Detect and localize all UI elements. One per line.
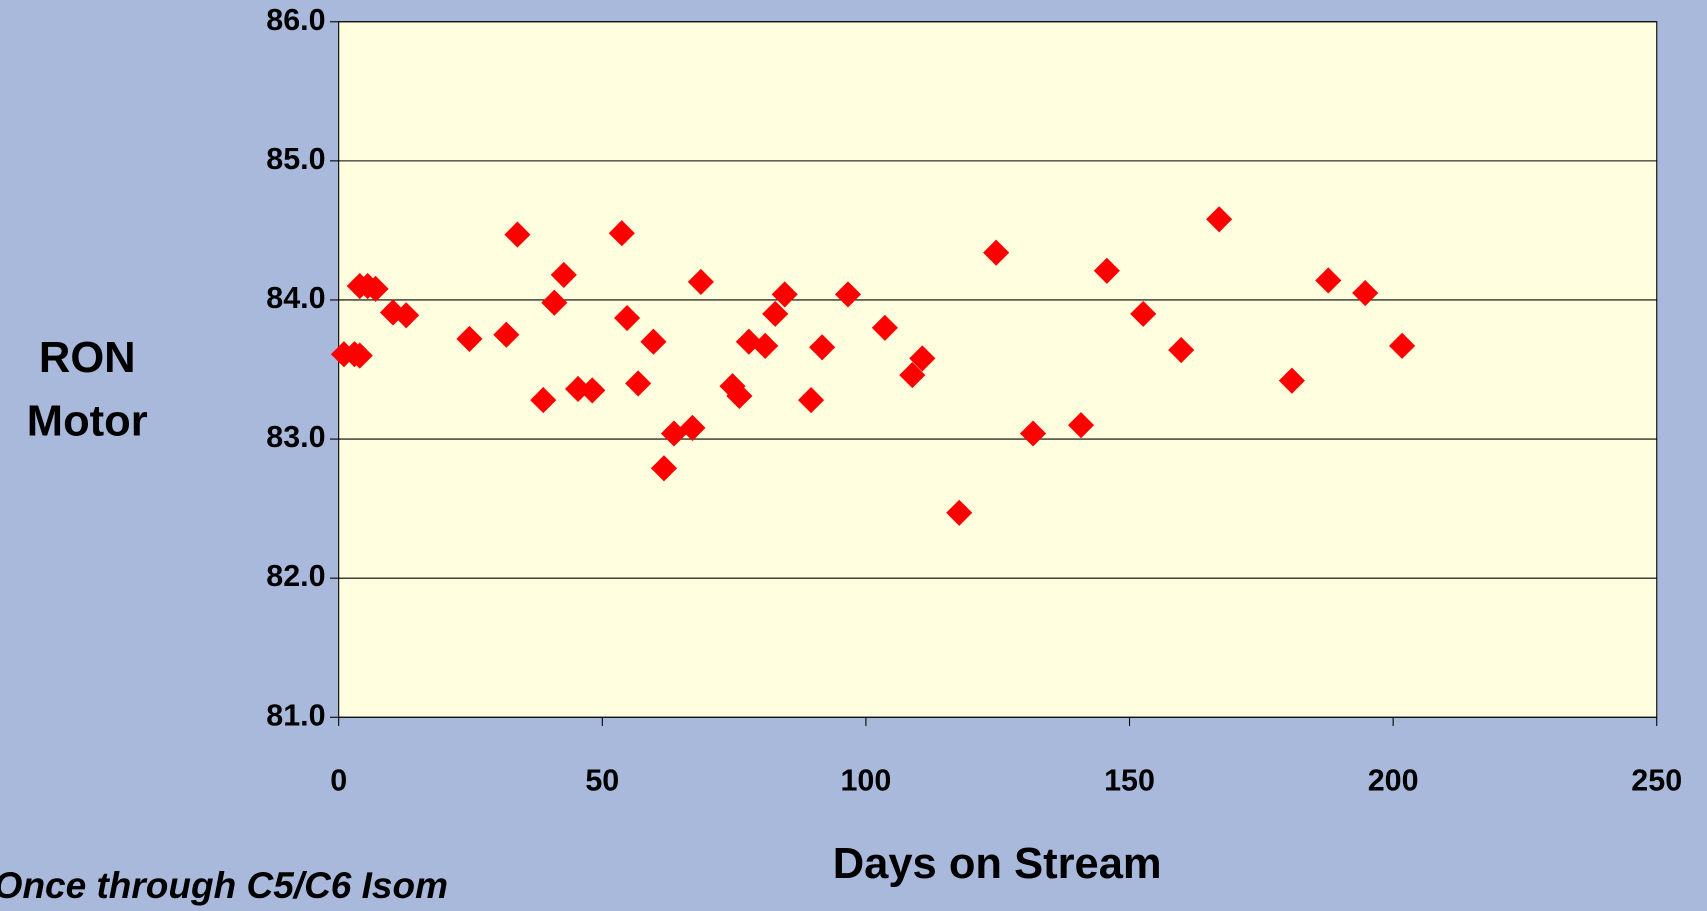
y-tick-label: 85.0: [266, 142, 325, 176]
data-point: [679, 414, 706, 441]
data-point: [1206, 206, 1233, 233]
y-tick-label: 83.0: [266, 420, 325, 454]
data-point: [504, 221, 531, 248]
data-point: [493, 321, 520, 348]
annotation: Once through C5/C6 Isom: [0, 865, 448, 906]
data-point: [456, 325, 483, 352]
data-point: [899, 362, 926, 389]
y-tick-label: 82.0: [266, 559, 325, 593]
plot-area: [338, 21, 1658, 718]
data-point: [771, 281, 798, 308]
data-point: [640, 328, 667, 355]
data-point: [762, 300, 789, 327]
data-point: [798, 387, 825, 414]
data-point: [809, 334, 836, 361]
x-tick-label: 100: [840, 764, 891, 798]
y-tick-label: 86.0: [266, 3, 325, 37]
data-point: [1352, 279, 1379, 307]
data-point: [625, 370, 652, 397]
y-tick-label: 84.0: [266, 281, 325, 315]
y-axis-label-box: RON Motor: [26, 334, 148, 446]
y-tick-label: 81.0: [266, 698, 325, 732]
data-point: [1389, 332, 1416, 359]
data-point: [909, 345, 936, 372]
data-point: [726, 382, 753, 410]
x-tick-label: 0: [330, 764, 347, 798]
y-axis-label: RON Motor: [26, 334, 148, 446]
data-point: [834, 281, 862, 308]
data-point: [530, 387, 557, 414]
x-axis-label: Days on Stream: [833, 840, 1162, 888]
data-point: [752, 332, 779, 359]
x-tick-label: 250: [1631, 764, 1682, 798]
data-point: [541, 289, 568, 316]
data-point: [579, 377, 606, 404]
x-tick-label: 50: [585, 764, 619, 798]
data-point: [608, 220, 635, 247]
x-tick-label: 150: [1104, 764, 1155, 798]
data-point: [1315, 267, 1342, 294]
data-point: [1067, 412, 1095, 439]
data-point: [946, 499, 973, 526]
data-point: [1278, 367, 1305, 394]
x-tick-label: 200: [1368, 764, 1419, 798]
